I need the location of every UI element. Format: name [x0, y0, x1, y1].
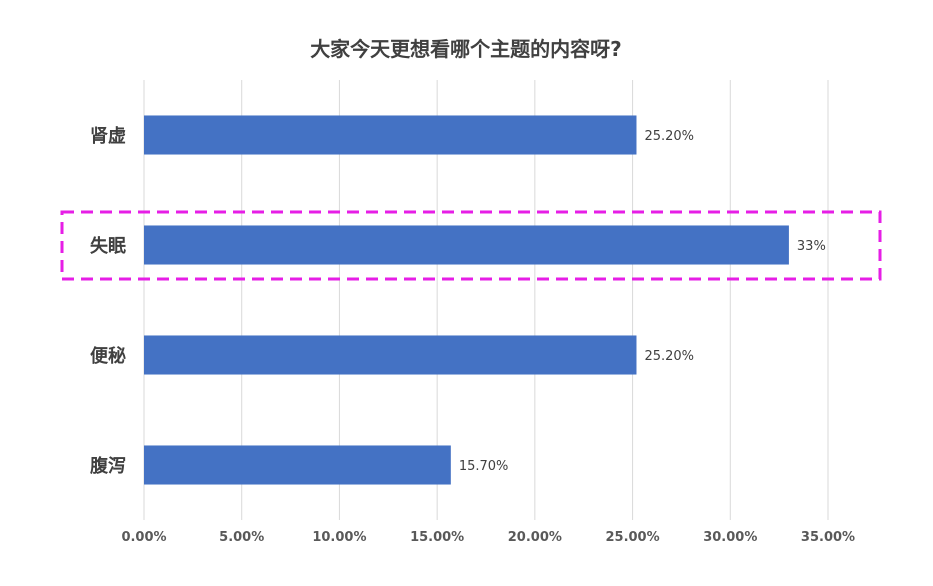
x-tick-label: 30.00% — [703, 530, 757, 545]
x-tick-label: 35.00% — [801, 530, 855, 545]
bar — [144, 335, 637, 375]
data-label: 33% — [797, 239, 826, 254]
x-tick-label: 5.00% — [219, 530, 264, 545]
x-tick-label: 0.00% — [121, 530, 166, 545]
category-label: 腹泻 — [90, 455, 126, 477]
bar — [144, 115, 637, 155]
bars — [144, 115, 789, 485]
category-label: 便秘 — [90, 345, 126, 367]
category-label: 失眠 — [90, 235, 126, 257]
highlight-box — [60, 210, 882, 281]
x-tick-label: 10.00% — [312, 530, 366, 545]
data-labels: 25.20% 33% 25.20% 15.70% — [459, 129, 826, 474]
x-tick-label: 15.00% — [410, 530, 464, 545]
bar — [144, 225, 789, 265]
chart-title: 大家今天更想看哪个主题的内容呀? — [310, 37, 622, 61]
data-label: 25.20% — [644, 129, 694, 144]
x-tick-label: 25.00% — [605, 530, 659, 545]
x-tick-label: 20.00% — [508, 530, 562, 545]
bar — [144, 445, 451, 485]
x-axis-tick-labels: 0.00% 5.00% 10.00% 15.00% 20.00% 25.00% 30.00%… — [121, 530, 855, 545]
category-label: 肾虚 — [90, 125, 126, 147]
data-label: 25.20% — [644, 349, 694, 364]
data-label: 15.70% — [459, 459, 509, 474]
